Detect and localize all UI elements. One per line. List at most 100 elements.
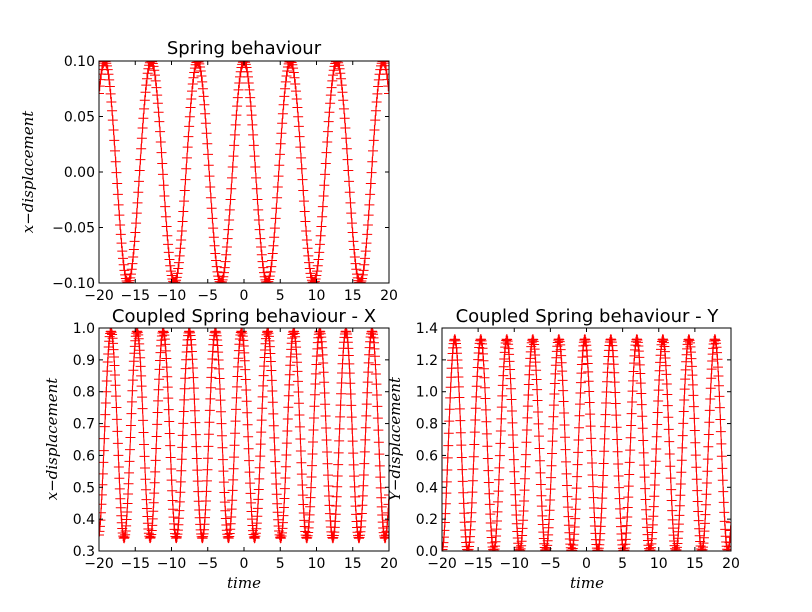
- data-point: [687, 370, 698, 381]
- data-point: [308, 412, 319, 423]
- data-point: [252, 503, 263, 514]
- data-point: [220, 256, 231, 267]
- data-point: [101, 376, 112, 387]
- data-point: [155, 137, 166, 148]
- data-point: [266, 375, 277, 386]
- data-point: [660, 360, 671, 371]
- data-point: [245, 478, 256, 489]
- data-point: [559, 408, 570, 419]
- data-point: [482, 453, 493, 464]
- data-point: [653, 385, 664, 396]
- data-point: [614, 482, 625, 493]
- data-point: [336, 80, 347, 91]
- data-point: [374, 449, 385, 460]
- data-point: [383, 81, 389, 92]
- data-point: [234, 77, 245, 88]
- data-point: [362, 220, 373, 231]
- x-tick-label: 15: [686, 556, 704, 572]
- data-point: [573, 435, 584, 446]
- data-point: [283, 390, 294, 401]
- data-point: [223, 224, 234, 235]
- data-point: [719, 507, 730, 518]
- data-point: [362, 387, 373, 398]
- data-point: [611, 422, 622, 433]
- data-point: [109, 135, 120, 146]
- data-point: [99, 421, 110, 432]
- data-point: [311, 270, 322, 281]
- data-point: [162, 371, 173, 382]
- data-point: [266, 365, 277, 376]
- data-point: [272, 182, 283, 193]
- data-point: [240, 374, 251, 385]
- data-point: [241, 62, 252, 73]
- data-point: [457, 464, 468, 475]
- data-point: [687, 379, 698, 390]
- data-point: [165, 440, 176, 451]
- x-tick-label: −10: [157, 288, 187, 304]
- data-point: [161, 353, 172, 364]
- data-point: [176, 454, 187, 465]
- data-point: [664, 449, 675, 460]
- data-point: [586, 445, 597, 456]
- data-point: [231, 392, 242, 403]
- data-point: [325, 90, 336, 101]
- data-point: [181, 163, 192, 174]
- data-point: [584, 397, 595, 408]
- data-point: [371, 389, 382, 400]
- data-point: [675, 479, 686, 490]
- data-point: [357, 500, 368, 511]
- data-point: [251, 183, 262, 194]
- data-point: [268, 420, 279, 431]
- data-point: [212, 266, 223, 277]
- data-point: [231, 110, 242, 121]
- data-point: [178, 406, 189, 417]
- data-point: [298, 196, 309, 207]
- data-point: [363, 210, 374, 221]
- data-point: [652, 419, 663, 430]
- data-point: [597, 493, 608, 504]
- x-tick-label: 20: [380, 288, 398, 304]
- x-tick-label: 5: [618, 556, 627, 572]
- data-point: [598, 458, 609, 469]
- data-point: [252, 194, 263, 205]
- data-point: [115, 493, 126, 504]
- data-point: [573, 447, 584, 458]
- data-point: [588, 481, 599, 492]
- data-point: [583, 366, 594, 377]
- data-point: [102, 366, 113, 377]
- data-point: [469, 427, 480, 438]
- data-point: [216, 418, 227, 429]
- data-point: [281, 438, 292, 449]
- data-point: [575, 377, 586, 388]
- data-point: [558, 396, 569, 407]
- data-point: [163, 404, 174, 415]
- data-point: [257, 391, 268, 402]
- data-point: [271, 203, 282, 214]
- data-point: [133, 176, 144, 187]
- data-point: [244, 467, 255, 478]
- data-point: [456, 452, 467, 463]
- x-tick-label: 15: [344, 556, 362, 572]
- data-point: [164, 428, 175, 439]
- data-point: [713, 380, 724, 391]
- data-point: [323, 491, 334, 502]
- x-tick-label: −10: [157, 556, 187, 572]
- data-point: [199, 99, 210, 110]
- data-point: [208, 232, 219, 243]
- data-point: [274, 160, 285, 171]
- data-point: [200, 108, 211, 119]
- data-point: [562, 502, 573, 513]
- data-point: [99, 507, 106, 518]
- data-point: [137, 403, 148, 414]
- data-point: [522, 412, 533, 423]
- data-point: [383, 507, 389, 518]
- data-point: [370, 368, 381, 379]
- data-point: [245, 488, 256, 499]
- data-point: [99, 468, 108, 479]
- data-point: [266, 261, 277, 272]
- y-tick-label: 0.0: [416, 544, 438, 560]
- data-point: [175, 476, 186, 487]
- data-point: [336, 73, 347, 84]
- data-point: [715, 426, 726, 437]
- data-point: [296, 152, 307, 163]
